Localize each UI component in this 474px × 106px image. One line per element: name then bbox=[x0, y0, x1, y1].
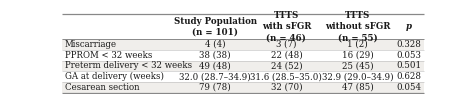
Text: 1 (2): 1 (2) bbox=[347, 40, 368, 49]
Text: 38 (38): 38 (38) bbox=[200, 51, 231, 60]
Text: GA at delivery (weeks): GA at delivery (weeks) bbox=[64, 72, 164, 81]
Bar bbox=[62, 71, 424, 82]
Text: 22 (48): 22 (48) bbox=[271, 51, 302, 60]
Text: 0.628: 0.628 bbox=[396, 72, 421, 81]
Text: PPROM < 32 weeks: PPROM < 32 weeks bbox=[64, 51, 152, 60]
Text: 31.6 (28.5–35.0): 31.6 (28.5–35.0) bbox=[250, 72, 322, 81]
Text: 16 (29): 16 (29) bbox=[342, 51, 374, 60]
Text: 79 (78): 79 (78) bbox=[200, 83, 231, 92]
Text: 32.0 (28.7–34.9): 32.0 (28.7–34.9) bbox=[179, 72, 251, 81]
Text: 0.328: 0.328 bbox=[396, 40, 421, 49]
Bar bbox=[62, 61, 424, 71]
Text: 32 (70): 32 (70) bbox=[271, 83, 302, 92]
Text: 4 (4): 4 (4) bbox=[205, 40, 226, 49]
Text: 24 (52): 24 (52) bbox=[271, 61, 302, 70]
Bar bbox=[62, 50, 424, 61]
Text: Study Population
(n = 101): Study Population (n = 101) bbox=[173, 17, 257, 37]
Text: 3 (7): 3 (7) bbox=[276, 40, 297, 49]
Text: 0.053: 0.053 bbox=[396, 51, 421, 60]
Bar bbox=[62, 39, 424, 50]
Text: 49 (48): 49 (48) bbox=[200, 61, 231, 70]
Text: Miscarriage: Miscarriage bbox=[64, 40, 117, 49]
Text: 0.054: 0.054 bbox=[396, 83, 421, 92]
Text: p: p bbox=[406, 22, 412, 31]
Text: 47 (85): 47 (85) bbox=[342, 83, 374, 92]
Text: Cesarean section: Cesarean section bbox=[64, 83, 139, 92]
Text: 25 (45): 25 (45) bbox=[342, 61, 374, 70]
Text: Preterm delivery < 32 weeks: Preterm delivery < 32 weeks bbox=[64, 61, 191, 70]
Text: 0.501: 0.501 bbox=[396, 61, 421, 70]
Bar bbox=[62, 82, 424, 93]
Text: TTTS
with sFGR
(n = 46): TTTS with sFGR (n = 46) bbox=[262, 11, 311, 42]
Text: TTTS
without sFGR
(n = 55): TTTS without sFGR (n = 55) bbox=[325, 11, 390, 42]
Text: 32.9 (29.0–34.9): 32.9 (29.0–34.9) bbox=[322, 72, 393, 81]
